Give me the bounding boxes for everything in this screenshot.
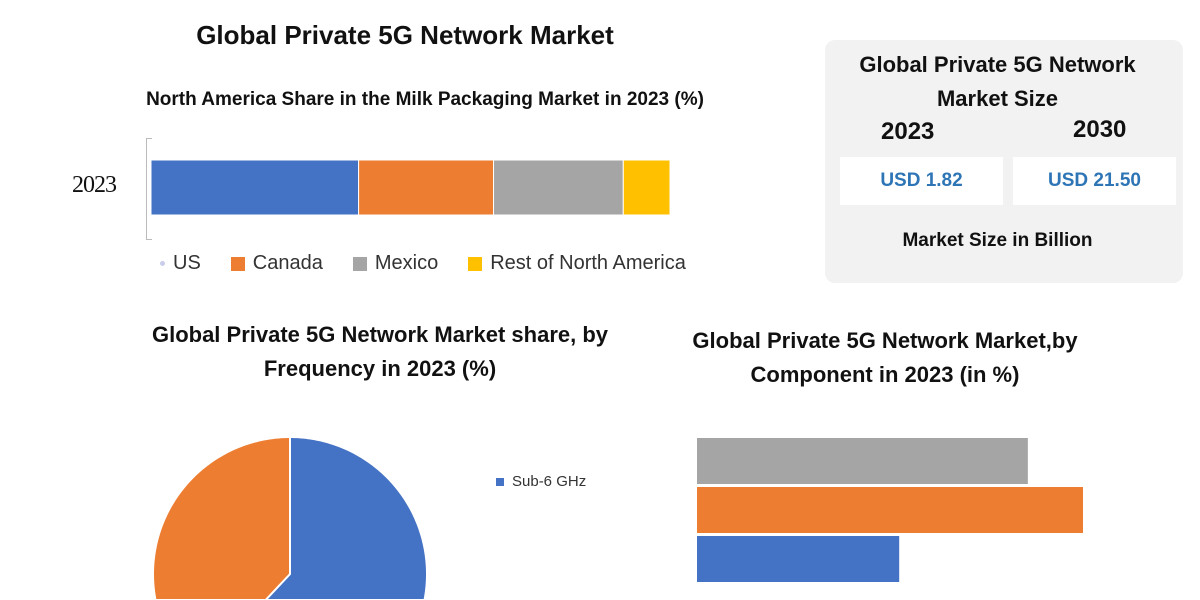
legend-label: Sub-6 GHz: [512, 473, 587, 490]
stacked-bar-mexico: [493, 159, 624, 216]
legend-item-us: US: [160, 252, 201, 275]
stacked-chart-title: North America Share in the Milk Packagin…: [146, 89, 704, 110]
legend-swatch: [352, 256, 367, 271]
value-2023: USD 1.82: [840, 157, 1003, 205]
legend-swatch: [468, 256, 483, 271]
stacked-bar-rest-of-north-america: [622, 159, 671, 216]
pie-slice-other: [152, 436, 291, 600]
stacked-bar-us: [150, 159, 360, 216]
legend-item-rest: Rest of North America: [468, 252, 686, 275]
component-bar-1: [697, 438, 1028, 484]
legend-label: Rest of North America: [490, 252, 686, 274]
pie-chart-title: Global Private 5G Network Market share, …: [151, 322, 609, 381]
main-title: Global Private 5G Network Market: [196, 20, 614, 50]
pie-legend-item: Sub-6 GHz: [496, 473, 586, 490]
value-2030: USD 21.50: [1013, 157, 1176, 205]
stacked-chart-axis: [146, 138, 152, 240]
year-2030: 2030: [1073, 116, 1127, 143]
component-chart-title: Global Private 5G Network Market,by Comp…: [692, 328, 1078, 387]
market-size-unit: Market Size in Billion: [902, 230, 1093, 251]
legend-label: Mexico: [374, 252, 439, 274]
component-bar-2: [697, 487, 1083, 533]
market-size-box: Global Private 5G Network Market Size 20…: [825, 40, 1183, 283]
legend-label: Canada: [252, 252, 323, 274]
legend-swatch: [160, 261, 165, 266]
legend-item-canada: Canada: [230, 252, 323, 275]
pie-slice-sub-6-ghz: [264, 436, 428, 600]
legend-item-mexico: Mexico: [352, 252, 439, 275]
stacked-chart-category-label: 2023: [72, 172, 117, 198]
component-bar-3: [697, 536, 900, 582]
stacked-bar-canada: [358, 159, 495, 216]
legend-label: US: [173, 252, 201, 274]
stacked-chart-legend: US Canada Mexico Rest of North America: [160, 252, 686, 275]
legend-swatch: [230, 256, 245, 271]
market-size-title: Global Private 5G Network Market Size: [859, 52, 1136, 111]
legend-swatch: [496, 477, 504, 486]
year-2023: 2023: [881, 118, 935, 145]
